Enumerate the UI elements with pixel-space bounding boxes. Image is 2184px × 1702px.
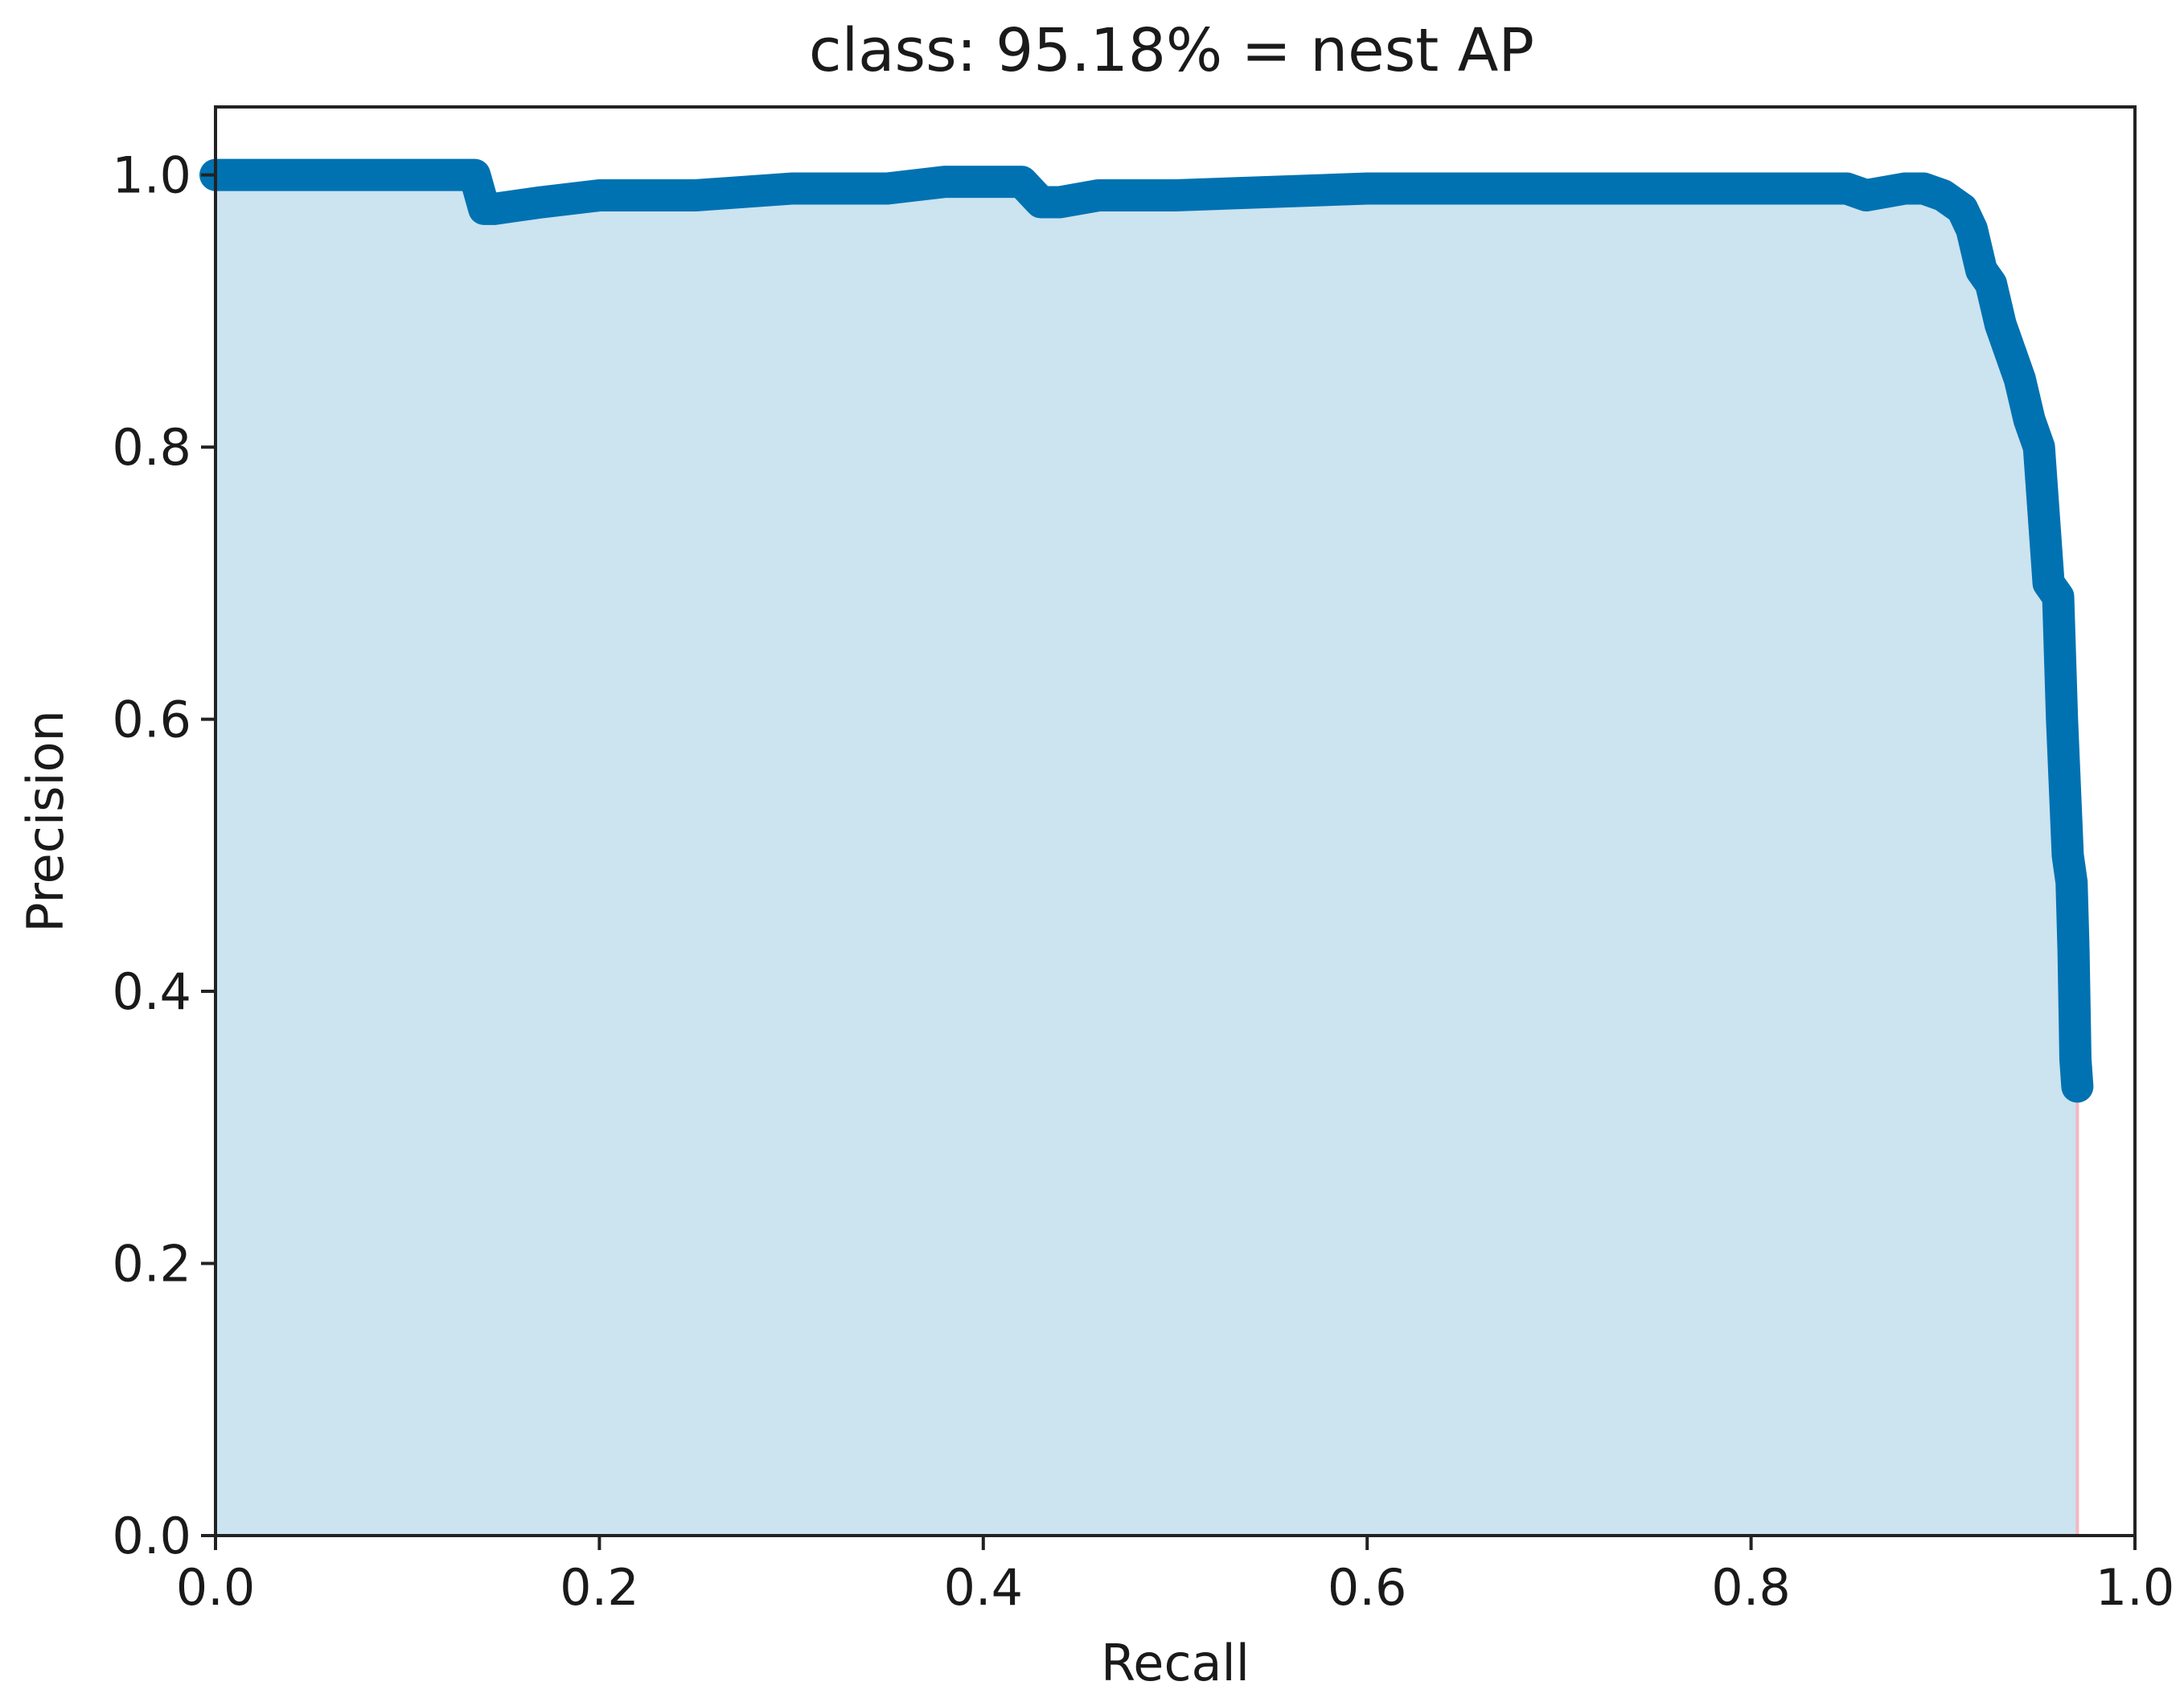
x-tick-label: 0.8 (1711, 1558, 1791, 1617)
x-tick-label: 0.2 (560, 1558, 639, 1617)
x-tick-label: 0.6 (1328, 1558, 1407, 1617)
plot-area (199, 158, 2094, 1536)
y-tick-label: 0.6 (112, 691, 191, 749)
x-axis-label: Recall (1101, 1634, 1250, 1692)
y-tick-label: 0.4 (112, 962, 191, 1021)
y-tick-label: 1.0 (112, 146, 191, 205)
axis-ticks: 0.0 0.2 0.4 0.6 0.8 1.0 0.0 0.2 0.4 0.6 0.8 1.0 (112, 146, 2174, 1617)
x-tick-label: 0.4 (943, 1558, 1023, 1617)
y-axis-label: Precision (16, 710, 75, 933)
chart-title: class: 95.18% = nest AP (809, 16, 1534, 85)
x-tick-label: 1.0 (2096, 1558, 2175, 1617)
x-tick-label: 0.0 (176, 1558, 256, 1617)
y-tick-label: 0.2 (112, 1235, 191, 1294)
y-tick-label: 0.8 (112, 418, 191, 477)
y-tick-label: 0.0 (112, 1507, 191, 1565)
pr-curve (199, 158, 2094, 1103)
area-fill (216, 174, 2078, 1536)
plot-frame (214, 105, 2137, 1537)
